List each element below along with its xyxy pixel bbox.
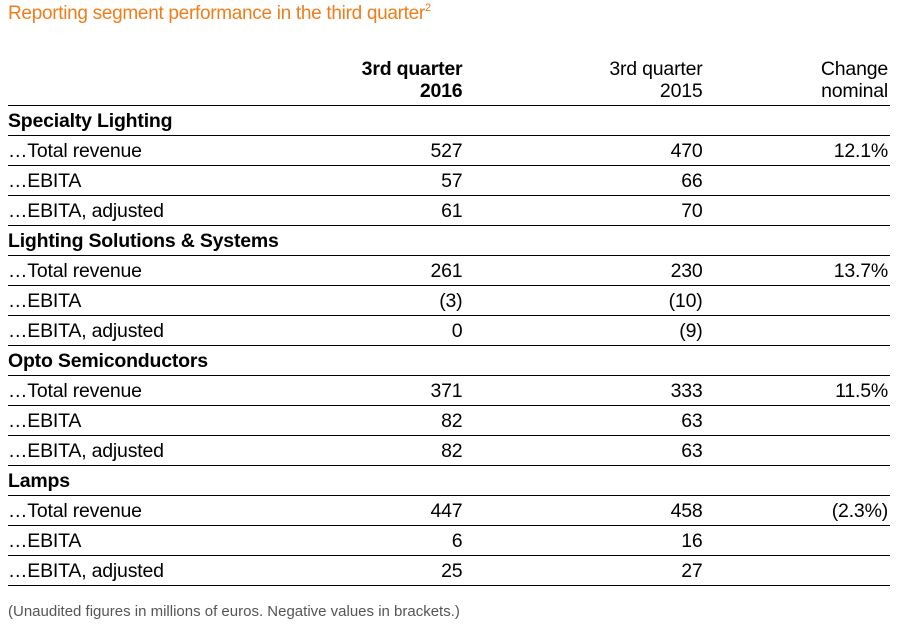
row-label: …EBITA: [8, 525, 261, 556]
title-text: Reporting segment performance in the thi…: [8, 3, 425, 24]
label-header: [8, 50, 261, 106]
header-row: 3rd quarter 2016 3rd quarter 2015 Change no…: [8, 50, 890, 106]
table-row: …EBITA, adjusted 82 63: [8, 435, 890, 466]
segment-name: Specialty Lighting: [8, 105, 890, 136]
segment-header-row: Lamps: [8, 465, 890, 496]
row-label: …EBITA, adjusted: [8, 315, 261, 346]
row-label: …EBITA: [8, 405, 261, 436]
value-2015: 458: [464, 495, 705, 526]
row-label: …Total revenue: [8, 495, 261, 526]
footnote: (Unaudited figures in millions of euros.…: [8, 603, 460, 620]
table-row: …EBITA, adjusted 25 27: [8, 555, 890, 586]
value-2016: 0: [260, 315, 465, 346]
value-change: [704, 285, 890, 316]
table-row: …Total revenue 447 458 (2.3%): [8, 495, 890, 526]
value-2015: 333: [464, 375, 705, 406]
segment-name: Lamps: [8, 465, 890, 496]
col-header-2015: 3rd quarter 2015: [464, 50, 705, 106]
table-row: …EBITA (3) (10): [8, 285, 890, 316]
value-change: [704, 555, 890, 586]
row-label: …EBITA: [8, 285, 261, 316]
value-2015: 63: [464, 435, 705, 466]
segment-performance-table: 3rd quarter 2016 3rd quarter 2015 Change no…: [8, 50, 890, 586]
value-2016: 82: [260, 405, 465, 436]
value-2016: 82: [260, 435, 465, 466]
value-change: (2.3%): [704, 495, 890, 526]
value-change: [704, 315, 890, 346]
segment-name: Lighting Solutions & Systems: [8, 225, 890, 256]
value-change: 13.7%: [704, 255, 890, 286]
value-2016: 371: [260, 375, 465, 406]
value-2015: (9): [464, 315, 705, 346]
value-change: [704, 525, 890, 556]
table-row: …Total revenue 261 230 13.7%: [8, 255, 890, 286]
table-row: …EBITA, adjusted 0 (9): [8, 315, 890, 346]
col-header-2016: 3rd quarter 2016: [260, 50, 465, 106]
value-2015: 63: [464, 405, 705, 436]
value-2015: 230: [464, 255, 705, 286]
table-row: …EBITA 6 16: [8, 525, 890, 556]
row-label: …Total revenue: [8, 255, 261, 286]
table-row: …Total revenue 371 333 11.5%: [8, 375, 890, 406]
value-2015: 16: [464, 525, 705, 556]
col-header-change: Change nominal: [704, 50, 890, 106]
segment-header-row: Lighting Solutions & Systems: [8, 225, 890, 256]
value-change: [704, 405, 890, 436]
row-label: …Total revenue: [8, 375, 261, 406]
value-change: [704, 165, 890, 196]
value-change: 12.1%: [704, 135, 890, 166]
value-2016: 447: [260, 495, 465, 526]
row-label: …EBITA, adjusted: [8, 555, 261, 586]
value-2016: 57: [260, 165, 465, 196]
value-2015: 66: [464, 165, 705, 196]
value-2015: 27: [464, 555, 705, 586]
value-2016: 6: [260, 525, 465, 556]
row-label: …EBITA, adjusted: [8, 435, 261, 466]
value-2015: (10): [464, 285, 705, 316]
value-change: [704, 435, 890, 466]
segment-name: Opto Semiconductors: [8, 345, 890, 376]
value-2016: 61: [260, 195, 465, 226]
value-2015: 70: [464, 195, 705, 226]
value-change: [704, 195, 890, 226]
table-row: …EBITA, adjusted 61 70: [8, 195, 890, 226]
value-change: 11.5%: [704, 375, 890, 406]
row-label: …EBITA: [8, 165, 261, 196]
footnote-mark: 2: [424, 2, 431, 14]
value-2016: 261: [260, 255, 465, 286]
value-2016: 25: [260, 555, 465, 586]
row-label: …Total revenue: [8, 135, 261, 166]
value-2015: 470: [464, 135, 705, 166]
table-row: …EBITA 57 66: [8, 165, 890, 196]
segment-header-row: Specialty Lighting: [8, 105, 890, 136]
value-2016: (3): [260, 285, 465, 316]
segment-header-row: Opto Semiconductors: [8, 345, 890, 376]
table-title: Reporting segment performance in the thi…: [8, 2, 431, 25]
row-label: …EBITA, adjusted: [8, 195, 261, 226]
table-row: …Total revenue 527 470 12.1%: [8, 135, 890, 166]
table-row: …EBITA 82 63: [8, 405, 890, 436]
value-2016: 527: [260, 135, 465, 166]
